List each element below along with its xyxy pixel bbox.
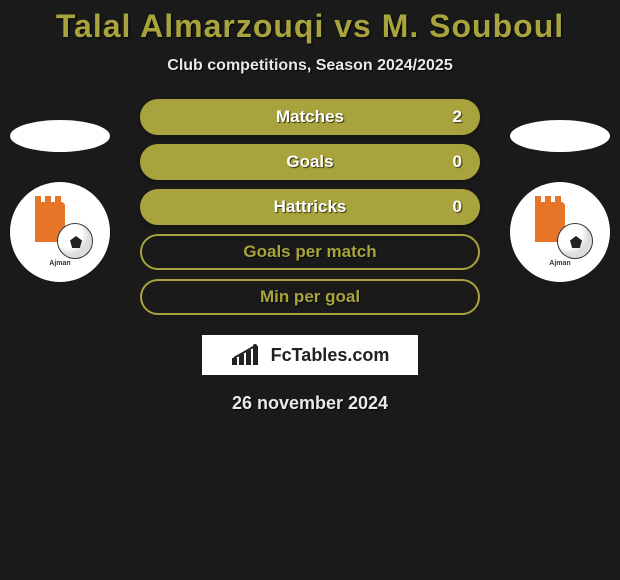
stat-row-matches: Matches 2 [140,99,480,135]
stat-row-goals: Goals 0 [140,144,480,180]
stat-label: Goals per match [243,242,376,262]
badge-ball-icon [557,223,593,259]
player-right-column: Ajman [510,120,610,282]
club-badge-graphic: Ajman [25,197,95,267]
badge-ball-icon [57,223,93,259]
badge-club-name: Ajman [525,260,595,267]
page-title: Talal Almarzouqi vs M. Souboul [0,8,620,45]
date-text: 26 november 2024 [0,393,620,414]
stat-value: 2 [453,107,462,127]
stat-value: 0 [453,152,462,172]
stat-row-hattricks: Hattricks 0 [140,189,480,225]
stat-label: Hattricks [274,197,347,217]
comparison-card: Talal Almarzouqi vs M. Souboul Club comp… [0,0,620,414]
badge-club-name: Ajman [25,260,95,267]
stat-label: Matches [276,107,344,127]
player-left-column: Ajman [10,120,110,282]
stat-row-goals-per-match: Goals per match [140,234,480,270]
stat-label: Goals [286,152,333,172]
branding-box: FcTables.com [202,335,418,375]
stat-value: 0 [453,197,462,217]
stat-rows: Matches 2 Goals 0 Hattricks 0 Goals per … [140,99,480,315]
player-right-avatar-placeholder [510,120,610,152]
player-right-club-badge: Ajman [510,182,610,282]
stat-label: Min per goal [260,287,360,307]
subtitle: Club competitions, Season 2024/2025 [0,57,620,75]
branding-chart-icon [231,344,265,366]
club-badge-graphic: Ajman [525,197,595,267]
player-left-club-badge: Ajman [10,182,110,282]
stat-row-min-per-goal: Min per goal [140,279,480,315]
player-left-avatar-placeholder [10,120,110,152]
branding-text: FcTables.com [271,345,390,366]
